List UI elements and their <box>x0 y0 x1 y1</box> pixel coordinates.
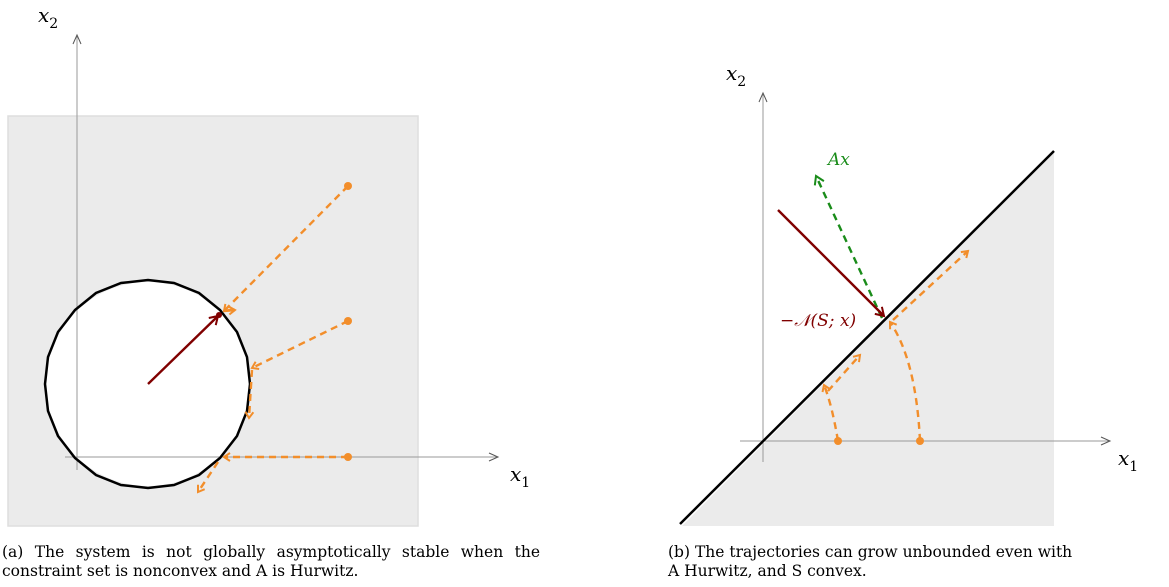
ax-label: Ax <box>826 150 850 170</box>
normal-cone-label: −𝒩(S; x) <box>780 311 856 331</box>
trajectory-b-2-slide <box>892 249 970 321</box>
trajectory-a-1-tail <box>223 305 237 316</box>
caption-b: (b) The trajectories can grow unbounded … <box>668 543 1166 581</box>
panel-b: x2 x1 Ax −𝒩(S; x) <box>679 61 1138 526</box>
initial-point <box>916 437 924 445</box>
x1-label-a: x1 <box>510 462 530 491</box>
figure: x2 x1 x2 x1 Ax −𝒩(S; x) <box>7 3 1138 527</box>
x1-label-b: x1 <box>1118 446 1138 475</box>
trajectory-b-1 <box>821 383 840 442</box>
convex-boundary-line <box>679 150 1055 525</box>
trajectory-a-3-slide <box>197 461 219 494</box>
initial-points-a <box>344 182 352 461</box>
initial-point <box>834 437 842 445</box>
trajectory-a-2 <box>250 319 349 370</box>
initial-point <box>344 453 352 461</box>
initial-point <box>344 317 352 325</box>
caption-b-line2: A Hurwitz, and S convex. <box>668 562 867 580</box>
trajectory-b-1-slide <box>827 353 862 392</box>
normal-vector-b <box>777 209 886 318</box>
caption-a: (a) The system is not globally asymptoti… <box>2 543 540 580</box>
x2-label-a: x2 <box>38 3 58 32</box>
x2-label-b: x2 <box>726 61 746 90</box>
trajectories-a <box>197 185 349 494</box>
trajectory-b-2 <box>888 320 922 442</box>
trajectory-a-1 <box>222 185 349 313</box>
normal-vector-a <box>147 314 220 385</box>
initial-points-b <box>834 437 924 445</box>
trajectories-b <box>821 249 970 442</box>
boundary-point-a <box>216 312 222 318</box>
initial-point <box>344 182 352 190</box>
ax-vector <box>813 174 884 319</box>
trajectory-a-2-slide <box>244 369 255 420</box>
panel-a: x2 x1 <box>7 3 530 527</box>
nonconvex-boundary <box>43 278 252 490</box>
caption-b-line1: (b) The trajectories can grow unbounded … <box>668 543 1073 561</box>
